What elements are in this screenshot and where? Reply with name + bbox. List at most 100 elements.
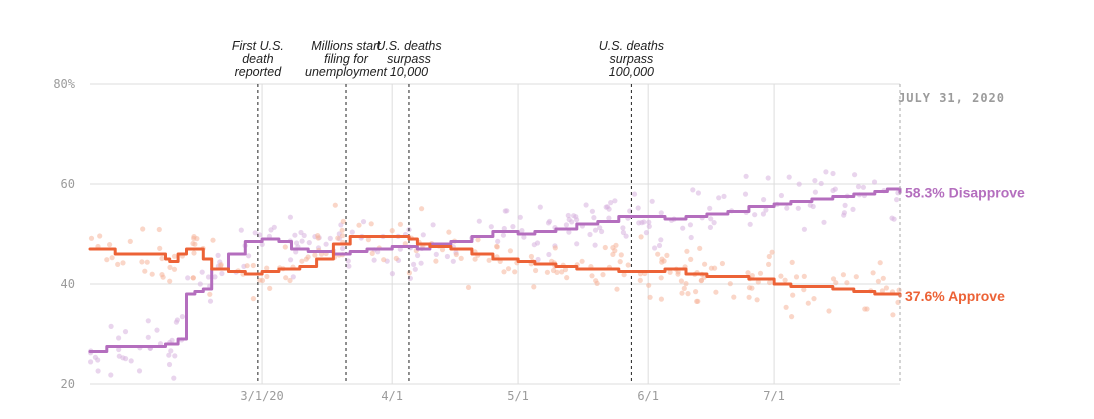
poll-dot [766, 253, 772, 260]
poll-dot [104, 257, 110, 263]
event-label: U.S. deaths [599, 39, 664, 53]
poll-dot [345, 258, 351, 264]
poll-dot [721, 193, 727, 199]
poll-dot [371, 257, 377, 263]
poll-dot [812, 189, 819, 195]
poll-dot [589, 273, 595, 279]
poll-dot [638, 234, 644, 240]
poll-dot [501, 225, 507, 232]
poll-dot [782, 277, 788, 283]
poll-dot [287, 277, 293, 284]
poll-dot [547, 218, 553, 224]
poll-dot [97, 233, 103, 239]
poll-dot [641, 219, 647, 225]
poll-dot [238, 227, 244, 233]
poll-dot [190, 275, 196, 281]
poll-dot [210, 237, 216, 243]
poll-dot [116, 346, 122, 353]
current-date-label: JULY 31, 2020 [898, 91, 1005, 105]
event-label: filing for [324, 52, 369, 66]
poll-dot [340, 218, 346, 224]
poll-dot [335, 235, 341, 241]
poll-dot [207, 298, 214, 304]
poll-dot [690, 187, 696, 193]
poll-dot [250, 296, 256, 302]
poll-dot [486, 257, 492, 263]
poll-dot [658, 237, 664, 243]
poll-dot [844, 280, 850, 286]
y-tick-label: 60 [61, 177, 75, 191]
poll-dot [450, 258, 456, 264]
poll-dot [259, 241, 265, 247]
poll-dot [631, 191, 638, 197]
poll-dot [179, 314, 185, 320]
poll-dot [494, 244, 500, 250]
event-label: Millions start [311, 39, 381, 53]
poll-dot [171, 253, 178, 259]
poll-dot [646, 223, 652, 229]
poll-dot [446, 229, 452, 235]
event-label: surpass [387, 52, 431, 66]
poll-dot [789, 314, 795, 320]
poll-dot [688, 256, 694, 262]
x-tick-label: 4/1 [381, 389, 403, 403]
poll-dot [167, 278, 173, 284]
poll-dot [604, 204, 611, 210]
poll-dot [294, 240, 300, 246]
poll-dot [591, 215, 597, 221]
end-labels: 58.3% Disapprove 37.6% Approve [905, 185, 1025, 305]
poll-dot [476, 218, 482, 224]
y-tick-label: 40 [61, 277, 75, 291]
poll-dot [646, 282, 652, 288]
poll-dot [635, 205, 641, 211]
poll-dot [801, 273, 807, 279]
x-tick-label: 3/1/20 [240, 389, 283, 403]
poll-dot [360, 219, 367, 225]
poll-dot [475, 237, 481, 243]
poll-dot [574, 241, 580, 247]
poll-dot [760, 211, 767, 217]
poll-dot [743, 173, 749, 179]
poll-dot [566, 216, 572, 223]
poll-dot [546, 251, 552, 258]
poll-dot [643, 230, 650, 236]
poll-dot [433, 258, 439, 264]
poll-dot [108, 372, 114, 378]
poll-dot [767, 279, 773, 286]
poll-dot [339, 227, 345, 233]
poll-dot [420, 232, 426, 238]
poll-dot [287, 214, 293, 220]
poll-dot [145, 334, 151, 340]
x-tick-label: 7/1 [763, 389, 785, 403]
poll-dot [535, 256, 541, 263]
poll-dot [517, 214, 523, 220]
poll-dot [755, 279, 761, 285]
poll-dot [778, 192, 785, 199]
poll-dot [579, 258, 585, 264]
poll-dot [613, 242, 619, 248]
poll-dot [433, 251, 439, 257]
event-label: death [242, 52, 273, 66]
poll-dot [88, 235, 95, 241]
poll-dot [702, 261, 708, 267]
poll-dot [649, 198, 655, 204]
poll-dot [573, 214, 579, 220]
poll-dot [795, 205, 801, 211]
poll-dot [267, 285, 273, 291]
poll-dot [870, 270, 876, 276]
poll-dot [592, 227, 599, 233]
y-tick-label: 20 [61, 377, 75, 391]
poll-dot [505, 266, 512, 272]
poll-dot [602, 244, 608, 251]
poll-dot [778, 273, 784, 279]
poll-dot [156, 226, 162, 233]
event-label: U.S. deaths [376, 39, 441, 53]
poll-dot [323, 241, 329, 247]
poll-dot [687, 222, 694, 228]
poll-dot [393, 255, 399, 261]
y-axis-ticks: 20 40 60 80% [53, 77, 75, 391]
poll-dot [554, 269, 560, 275]
poll-dot [215, 252, 221, 258]
poll-dot [531, 284, 537, 290]
